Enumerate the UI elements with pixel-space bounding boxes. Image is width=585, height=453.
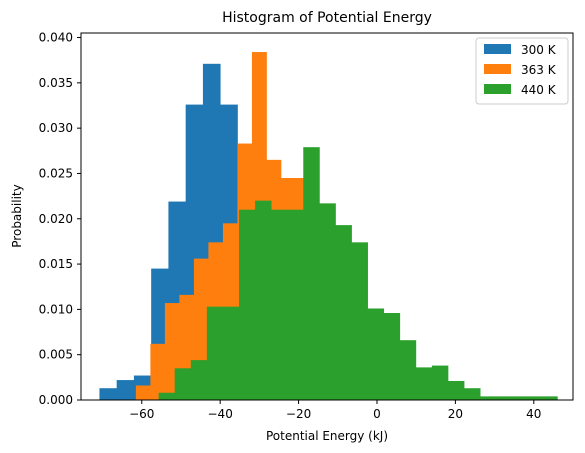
- bar-440k-24: [544, 396, 558, 400]
- bar-440k-7: [271, 209, 288, 400]
- bar-440k-12: [351, 242, 368, 400]
- y-tick-label: 0.040: [39, 31, 73, 45]
- y-tick-label: 0.035: [39, 76, 73, 90]
- axes-frame: [80, 32, 574, 401]
- bar-363k-0: [135, 385, 151, 400]
- y-axis-ticks: 0.000 0.005 0.010 0.015 0.020 0.025 0.030 0.035…: [39, 31, 81, 407]
- x-tick-label: 0: [373, 407, 381, 421]
- y-tick-label: 0.025: [39, 166, 73, 180]
- bar-440k-17: [431, 365, 449, 400]
- bar-440k-18: [447, 380, 465, 400]
- x-axis-ticks: −60 −40 −20 0 20 40: [129, 400, 541, 421]
- bar-440k-10: [319, 203, 336, 400]
- x-tick-label: −40: [208, 407, 233, 421]
- y-axis-label: Probability: [10, 184, 24, 247]
- bar-440k-20: [480, 396, 497, 400]
- bar-440k-4: [222, 306, 240, 400]
- legend-swatch-300k: [484, 44, 511, 54]
- x-tick-label: −60: [129, 407, 154, 421]
- y-tick-label: 0.015: [39, 257, 73, 271]
- bar-440k-2: [190, 360, 208, 400]
- bar-300k-1: [116, 380, 135, 400]
- legend-label-440k: 440 K: [521, 83, 557, 97]
- bar-440k-23: [528, 396, 545, 400]
- legend: 300 K 363 K 440 K: [475, 37, 569, 105]
- x-tick-label: −20: [286, 407, 311, 421]
- bar-440k-11: [335, 225, 352, 400]
- bar-440k-5: [238, 209, 256, 400]
- y-tick-label: 0.000: [39, 393, 73, 407]
- bar-440k-13: [367, 308, 385, 400]
- bar-440k-9: [303, 147, 320, 400]
- y-tick-label: 0.005: [39, 348, 73, 362]
- bar-440k-6: [255, 200, 272, 400]
- legend-swatch-363k: [484, 64, 511, 74]
- bar-440k-3: [206, 306, 224, 400]
- legend-label-300k: 300 K: [521, 43, 557, 57]
- bar-440k-1: [174, 368, 192, 400]
- bar-440k-8: [287, 209, 304, 400]
- y-tick-label: 0.010: [39, 302, 73, 316]
- legend-swatch-440k: [484, 84, 511, 94]
- bar-440k-0: [158, 392, 176, 400]
- chart-title: Histogram of Potential Energy: [222, 10, 432, 26]
- x-axis-label: Potential Energy (kJ): [266, 429, 388, 443]
- histogram-bars: [99, 52, 558, 401]
- y-tick-label: 0.020: [39, 212, 73, 226]
- bar-440k-19: [464, 388, 481, 400]
- bar-440k-14: [383, 313, 401, 400]
- x-tick-label: 40: [526, 407, 541, 421]
- bar-440k-21: [496, 396, 513, 400]
- legend-label-363k: 363 K: [521, 63, 557, 77]
- x-tick-label: 20: [448, 407, 463, 421]
- bar-440k-16: [415, 367, 433, 400]
- bar-363k-1: [150, 343, 166, 400]
- bar-440k-22: [512, 396, 529, 400]
- y-tick-label: 0.030: [39, 121, 73, 135]
- bar-440k-15: [399, 340, 417, 400]
- bar-300k-0: [99, 388, 118, 400]
